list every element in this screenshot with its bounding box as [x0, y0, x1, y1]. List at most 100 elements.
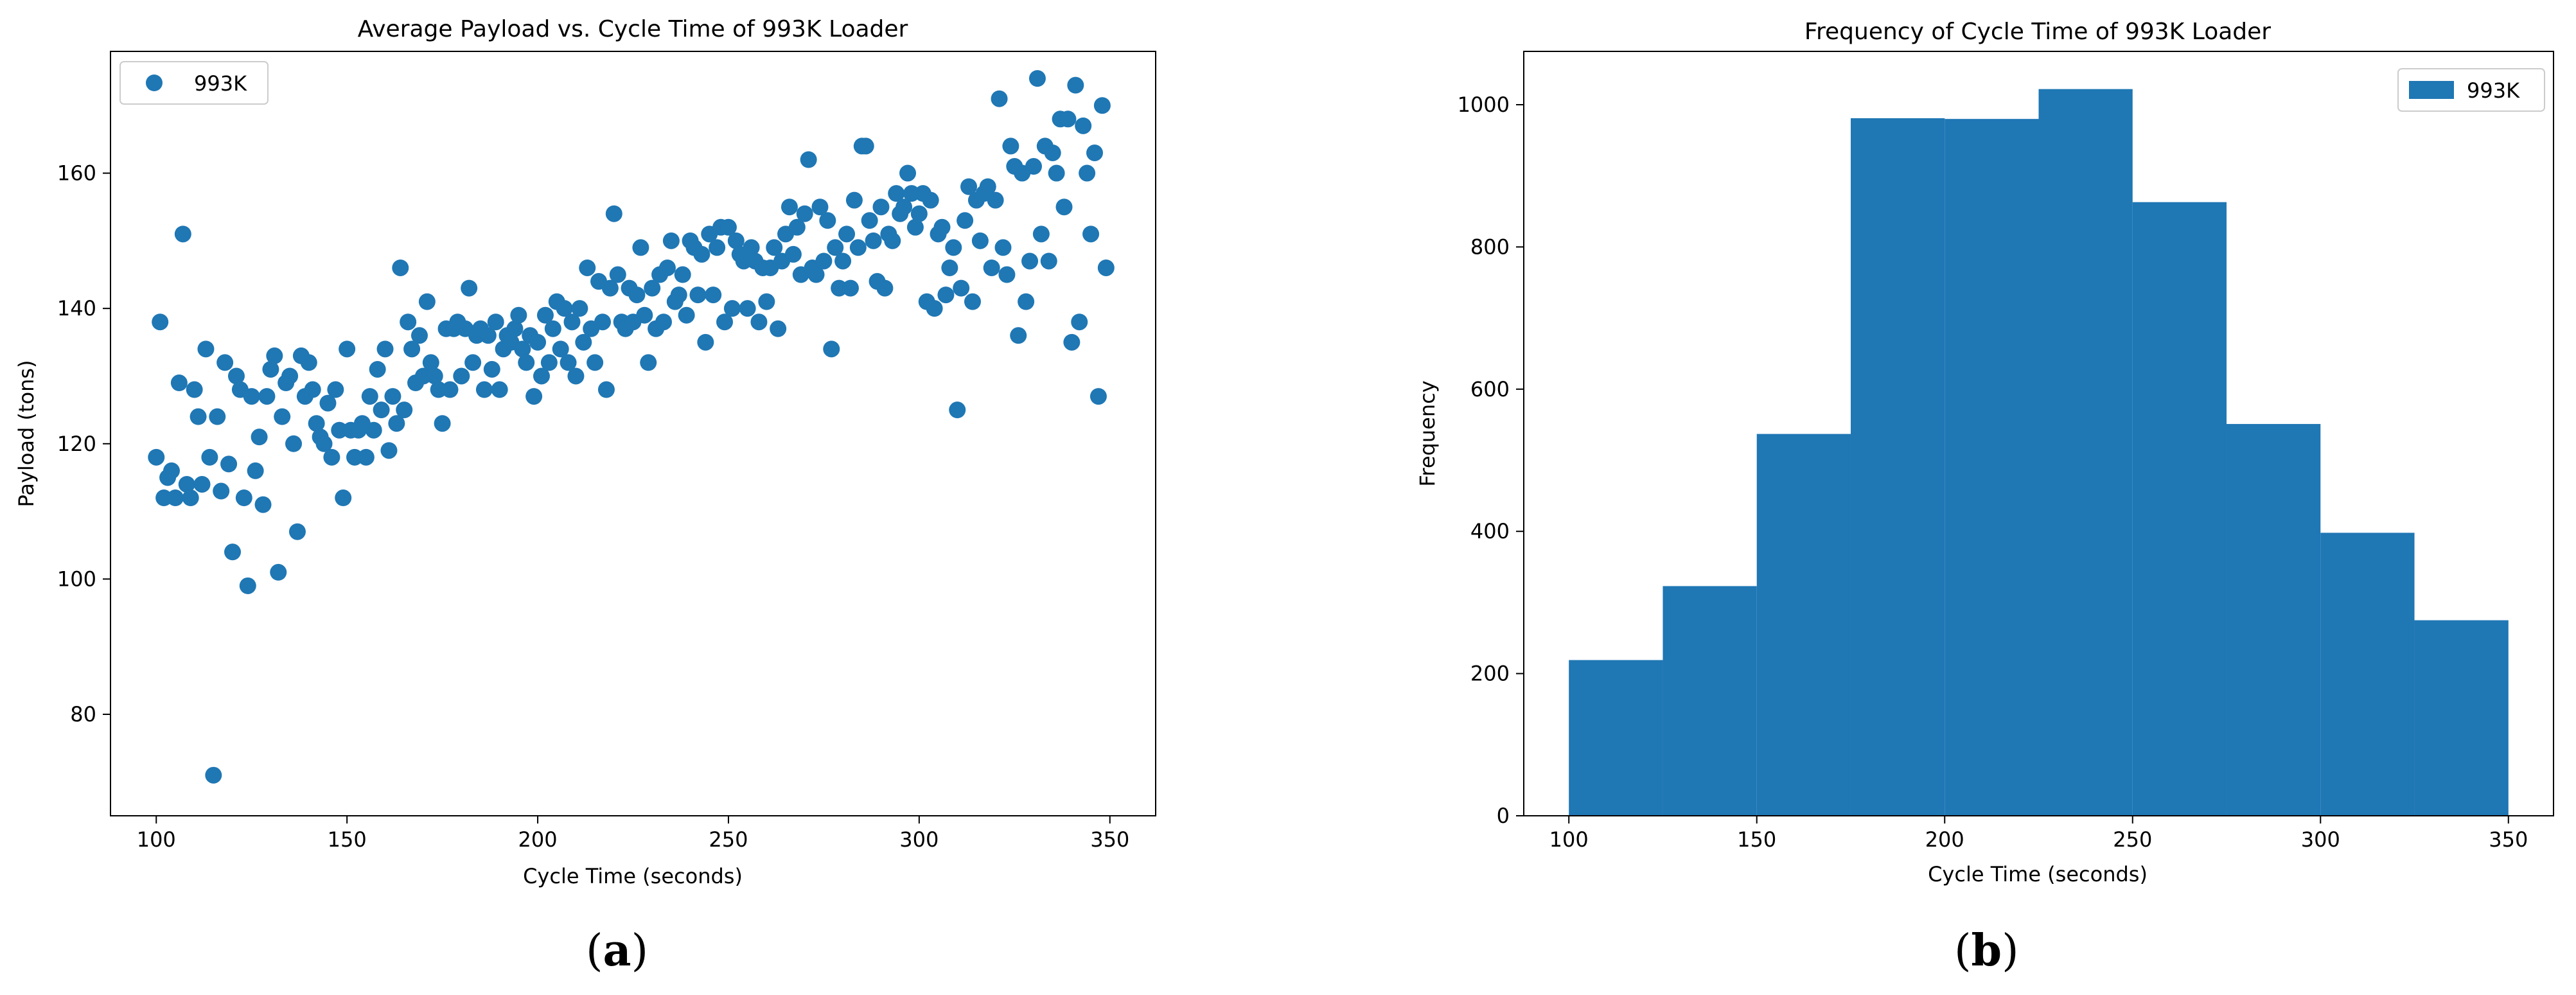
scatter-point: [197, 340, 215, 358]
scatter-point: [418, 293, 436, 310]
scatter-point: [216, 354, 234, 371]
scatter-point: [987, 191, 1004, 209]
scatter-point: [1093, 97, 1111, 114]
scatter-point: [380, 442, 398, 459]
scatter-point: [461, 279, 478, 297]
scatter-point: [1086, 144, 1103, 161]
scatter-point: [1079, 164, 1096, 182]
histogram-panel: Frequency of Cycle Time of 993K Loader 1…: [1415, 19, 2554, 976]
x-tick-label: 300: [899, 827, 939, 852]
scatter-point: [910, 205, 928, 222]
scatter-point: [899, 164, 917, 182]
scatter-point: [186, 381, 203, 398]
scatter-point: [483, 360, 500, 378]
scatter-point: [304, 381, 321, 398]
panel-caption-a: (a): [586, 925, 648, 976]
x-tick-label: 300: [2301, 827, 2340, 852]
scatter-point: [251, 428, 268, 446]
histogram-legend-box: [2397, 68, 2545, 112]
scatter-point: [308, 415, 325, 432]
scatter-point: [166, 489, 184, 507]
scatter-point: [727, 232, 745, 249]
scatter-point: [213, 482, 230, 500]
scatter-title: Average Payload vs. Cycle Time of 993K L…: [358, 16, 908, 42]
y-tick-label: 200: [1470, 662, 1510, 686]
scatter-point: [163, 462, 181, 479]
x-tick-label: 350: [2489, 827, 2528, 852]
x-tick-label: 100: [1549, 827, 1589, 852]
scatter-point: [315, 435, 333, 452]
scatter-point: [1063, 333, 1081, 351]
scatter-point: [1032, 225, 1050, 243]
histogram-bar: [1850, 118, 1945, 816]
scatter-point: [674, 266, 691, 283]
scatter-point: [376, 340, 394, 358]
scatter-point: [937, 286, 955, 304]
scatter-point: [807, 266, 825, 283]
scatter-point: [857, 137, 874, 155]
scatter-legend-marker: [146, 75, 163, 91]
x-tick-label: 100: [137, 827, 176, 852]
x-tick-label: 200: [1925, 827, 1964, 852]
scatter-point: [170, 374, 188, 392]
scatter-point: [453, 367, 470, 385]
scatter-point: [1010, 327, 1027, 344]
x-tick-label: 250: [709, 827, 748, 852]
scatter-legend-box: [119, 61, 269, 105]
scatter-point: [392, 259, 409, 276]
scatter-point: [1025, 158, 1042, 175]
scatter-panel: Average Payload vs. Cycle Time of 993K L…: [14, 16, 1156, 976]
scatter-point: [884, 232, 901, 249]
histogram-bar: [1663, 586, 1757, 816]
scatter-point: [743, 239, 760, 256]
scatter-point: [190, 408, 207, 425]
scatter-point: [1071, 313, 1088, 331]
x-tick-label: 150: [1737, 827, 1776, 852]
scatter-point: [739, 300, 756, 317]
scatter-point: [563, 313, 581, 331]
scatter-point: [678, 306, 695, 324]
scatter-point: [872, 198, 890, 216]
scatter-point: [723, 300, 741, 317]
scatter-point: [865, 232, 882, 249]
y-tick-label: 140: [57, 296, 96, 321]
scatter-point: [842, 279, 859, 297]
x-tick-label: 200: [518, 827, 558, 852]
scatter-point: [540, 354, 558, 371]
scatter-point: [781, 198, 798, 216]
scatter-point: [426, 367, 443, 385]
scatter-point: [414, 367, 432, 385]
scatter-point: [148, 448, 165, 466]
scatter-point: [758, 293, 775, 310]
scatter-point: [247, 462, 264, 479]
scatter-point: [506, 320, 524, 337]
scatter-point: [644, 279, 661, 297]
y-tick-label: 80: [70, 702, 96, 726]
scatter-point: [410, 327, 428, 344]
scatter-point: [655, 313, 673, 331]
scatter-point: [258, 388, 276, 405]
scatter-point: [491, 381, 508, 398]
y-tick-label: 400: [1470, 519, 1510, 543]
histogram-bar: [2414, 620, 2509, 816]
scatter-point: [220, 455, 238, 473]
scatter-point: [274, 408, 291, 425]
scatter-points: [148, 70, 1115, 784]
scatter-point: [926, 300, 943, 317]
scatter-point: [262, 360, 279, 378]
scatter-point: [1067, 76, 1084, 94]
histogram-y-axis: 0 200 400 600 800 1000: [1458, 92, 1524, 828]
histogram-bar: [1945, 119, 2039, 816]
scatter-point: [464, 354, 482, 371]
scatter-point: [544, 320, 561, 337]
scatter-point: [475, 381, 493, 398]
scatter-point: [658, 259, 676, 276]
scatter-point: [346, 448, 364, 466]
scatter-point: [536, 306, 554, 324]
scatter-point: [369, 360, 386, 378]
scatter-point: [1002, 137, 1019, 155]
scatter-point: [300, 354, 317, 371]
scatter-point: [357, 448, 375, 466]
scatter-point: [933, 218, 951, 236]
